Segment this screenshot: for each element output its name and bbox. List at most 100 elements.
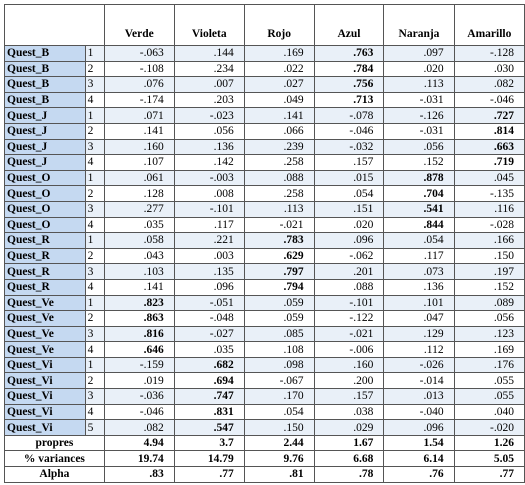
- column-header: Rojo: [243, 4, 315, 46]
- loading-cell: .056: [173, 122, 245, 140]
- loading-cell: .054: [243, 403, 315, 421]
- summary-row: propres 4.94 3.7 2.44 1.67 1.54 1.26: [4, 434, 525, 452]
- loading-cell: -.021: [313, 325, 385, 343]
- loading-cell: -.031: [383, 122, 455, 140]
- loading-cell: .694: [173, 372, 245, 390]
- data-row: Quest_J 3.160.136.239 -.032.056.663: [4, 138, 525, 156]
- loading-cell: .141: [243, 107, 315, 124]
- loading-cell: .221: [173, 232, 245, 249]
- loading-cell: .045: [453, 169, 525, 187]
- loading-cell: .108: [243, 341, 315, 358]
- item-number: 2: [84, 60, 105, 78]
- loading-cell: .831: [173, 403, 245, 421]
- loading-cell: .003: [173, 247, 245, 265]
- row-label: Quest_O: [4, 185, 86, 202]
- loading-cell: .055: [453, 388, 525, 405]
- summary-cell: 5.05: [453, 450, 525, 468]
- data-row: Quest_O 4.035.117 -.021.020.844 -.028: [4, 216, 525, 234]
- loading-cell: .150: [453, 247, 525, 265]
- loading-cell: .054: [383, 232, 455, 249]
- loading-cell: .128: [103, 185, 175, 202]
- item-number: 2: [84, 310, 105, 327]
- loading-cell: .043: [103, 247, 175, 265]
- loading-cell: .107: [103, 154, 175, 171]
- item-number: 4: [84, 278, 105, 296]
- loading-cell: .176: [453, 356, 525, 374]
- item-number: 3: [84, 263, 105, 280]
- item-number: 3: [84, 76, 105, 93]
- loading-cell: .098: [243, 356, 315, 374]
- loading-cell: .013: [383, 388, 455, 405]
- item-number: 4: [84, 341, 105, 358]
- data-row: Quest_B 4 -.174.203.049.713 -.031 -.046: [4, 91, 525, 109]
- loading-cell: .239: [243, 138, 315, 156]
- loading-cell: .234: [173, 60, 245, 78]
- loading-cell: -.046: [103, 403, 175, 421]
- row-label: Quest_B: [4, 76, 86, 93]
- item-number: 5: [84, 419, 105, 436]
- loading-cell: .794: [243, 278, 315, 296]
- data-row: Quest_B 2 -.108.234.022.784.020.030: [4, 60, 525, 78]
- summary-cell: 4.94: [103, 434, 175, 452]
- row-label: Quest_O: [4, 216, 86, 234]
- loading-cell: -.078: [313, 107, 385, 124]
- data-row: Quest_B 1 -.063.144.169.763.097 -.128: [4, 45, 525, 62]
- summary-label: propres: [4, 434, 105, 452]
- data-row: Quest_R 3.103.135.797.201.073.197: [4, 263, 525, 280]
- data-row: Quest_Ve 3.816 -.027.085 -.021.129.123: [4, 325, 525, 343]
- loading-cell: -.046: [313, 122, 385, 140]
- item-number: 1: [84, 45, 105, 62]
- loading-cell: .030: [453, 60, 525, 78]
- loading-cell: -.046: [453, 91, 525, 109]
- loading-cell: -.027: [173, 325, 245, 343]
- loading-cell: -.051: [173, 294, 245, 312]
- loading-cell: .038: [313, 403, 385, 421]
- loading-cell: .713: [313, 91, 385, 109]
- loading-cell: .704: [383, 185, 455, 202]
- loading-cell: .019: [103, 372, 175, 390]
- column-header: Verde: [103, 4, 175, 46]
- summary-cell: .83: [103, 466, 175, 483]
- summary-cell: .77: [453, 466, 525, 483]
- loading-cell: .747: [173, 388, 245, 405]
- loading-cell: .783: [243, 232, 315, 249]
- summary-cell: 14.79: [173, 450, 245, 468]
- loading-cell: .152: [453, 278, 525, 296]
- summary-cell: 9.76: [243, 450, 315, 468]
- loading-cell: .035: [103, 216, 175, 234]
- loading-cell: .054: [313, 185, 385, 202]
- column-header: Naranja: [383, 4, 455, 46]
- loading-cell: -.021: [243, 216, 315, 234]
- loading-cell: .169: [243, 45, 315, 62]
- loading-cell: -.101: [313, 294, 385, 312]
- loading-cell: .541: [383, 200, 455, 218]
- summary-label: % variances: [4, 450, 105, 468]
- summary-cell: 1.67: [313, 434, 385, 452]
- loading-cell: .096: [173, 278, 245, 296]
- loading-cell: .863: [103, 310, 175, 327]
- loading-cell: .258: [243, 154, 315, 171]
- row-label: Quest_B: [4, 60, 86, 78]
- row-label: Quest_Vi: [4, 356, 86, 374]
- row-label: Quest_J: [4, 107, 86, 124]
- loading-cell: .170: [243, 388, 315, 405]
- loading-cell: .061: [103, 169, 175, 187]
- loading-cell: .157: [313, 388, 385, 405]
- loading-cell: .097: [383, 45, 455, 62]
- row-label: Quest_B: [4, 45, 86, 62]
- item-number: 2: [84, 122, 105, 140]
- loading-cell: .117: [383, 247, 455, 265]
- loading-cell: .113: [243, 200, 315, 218]
- loading-cell: .258: [243, 185, 315, 202]
- loading-cell: .646: [103, 341, 175, 358]
- data-row: Quest_Vi 3 -.036.747.170.157.013.055: [4, 388, 525, 405]
- loading-cell: .719: [453, 154, 525, 171]
- loading-cell: .015: [313, 169, 385, 187]
- loading-cell: .103: [103, 263, 175, 280]
- loading-cell: -.126: [383, 107, 455, 124]
- loading-cell: .151: [313, 200, 385, 218]
- row-label: Quest_R: [4, 278, 86, 296]
- item-number: 3: [84, 138, 105, 156]
- data-row: Quest_O 1.061 -.003.088.015.878.045: [4, 169, 525, 187]
- summary-cell: .78: [313, 466, 385, 483]
